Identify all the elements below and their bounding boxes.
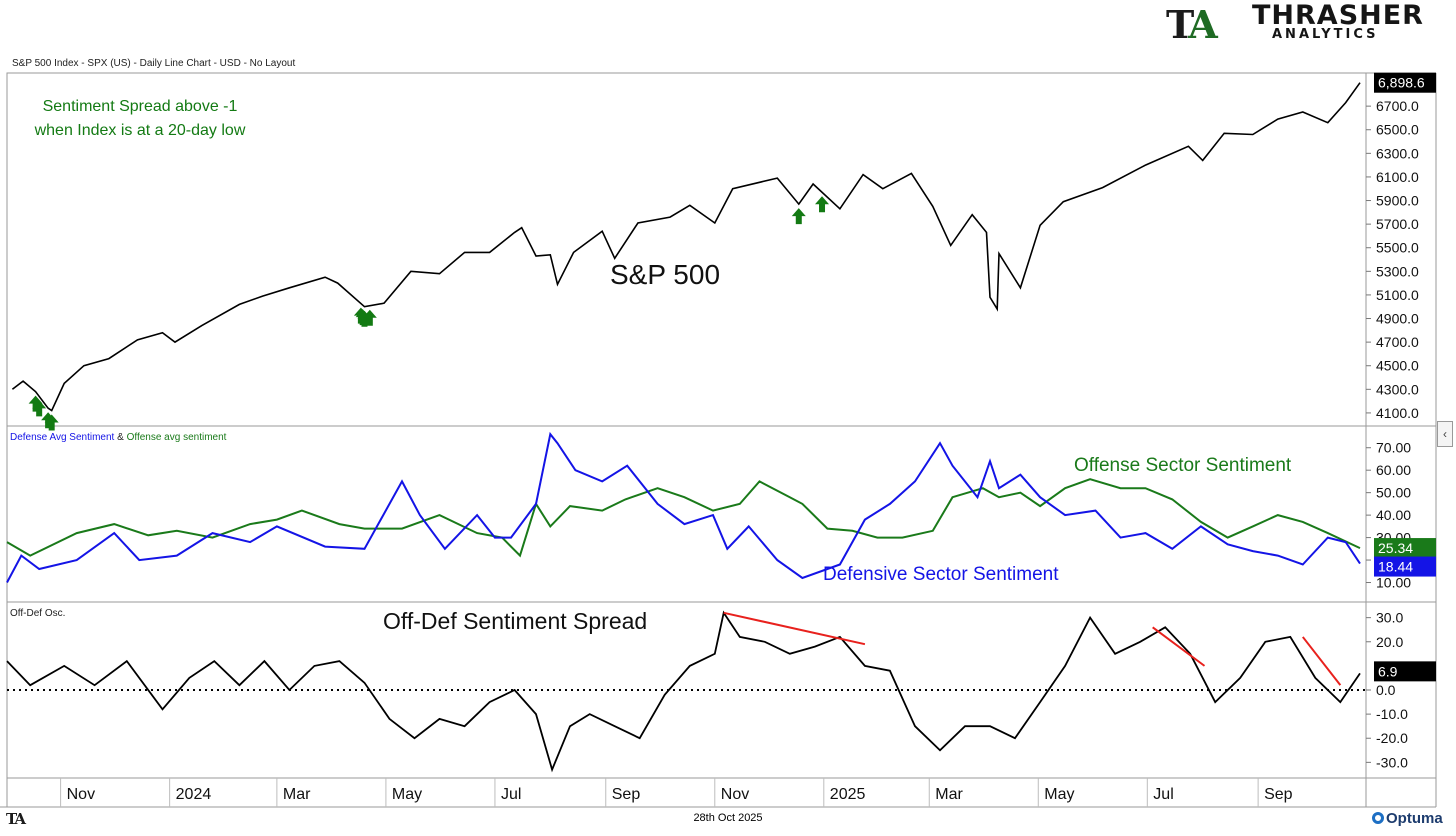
defensive-series-label: Defensive Sector Sentiment bbox=[823, 564, 1059, 585]
defense-caption: Defense Avg Sentiment bbox=[10, 432, 115, 443]
price-panel-caption: S&P 500 Index - SPX (US) - Daily Line Ch… bbox=[12, 58, 296, 69]
price-y-tick-label: 4100.0 bbox=[1376, 405, 1419, 421]
spread-y-tick-label: 30.0 bbox=[1376, 610, 1403, 626]
signal-arrow-icon bbox=[28, 395, 43, 412]
x-tick-label: Jul bbox=[501, 786, 521, 803]
spread-last-value-bg bbox=[1374, 661, 1436, 682]
price-y-tick-label: 5500.0 bbox=[1376, 240, 1419, 256]
price-y-tick-label: 6500.0 bbox=[1376, 122, 1419, 138]
divergence-trendline bbox=[723, 611, 866, 646]
spread-panel-caption: Off-Def Osc. bbox=[10, 608, 66, 619]
spread-last-value: 6.9 bbox=[1378, 663, 1398, 679]
spread-line bbox=[6, 610, 1361, 773]
price-last-value-bg bbox=[1374, 72, 1436, 93]
defense-last-value: 18.44 bbox=[1378, 559, 1413, 575]
spread-annotation: Off-Def Sentiment Spread bbox=[383, 608, 647, 634]
price-y-tick-label: 4300.0 bbox=[1376, 381, 1419, 397]
price-y-tick-label: 4500.0 bbox=[1376, 358, 1419, 374]
optuma-label: Optuma bbox=[1386, 810, 1443, 827]
offense-series-label: Offense Sector Sentiment bbox=[1074, 455, 1292, 476]
x-tick-label: Sep bbox=[612, 786, 641, 803]
spread-y-tick-label: 0.0 bbox=[1376, 682, 1396, 698]
x-tick-label: 2024 bbox=[176, 786, 212, 803]
sp500-annotation: S&P 500 bbox=[610, 259, 720, 290]
thrasher-logo: TA TA THRASHER ANALYTICS bbox=[1160, 0, 1423, 48]
signal-arrow-icon bbox=[32, 400, 47, 417]
divergence-trendline bbox=[1152, 626, 1206, 667]
offense-sentiment-line bbox=[6, 478, 1361, 558]
sentiment-y-tick-label: 10.00 bbox=[1376, 575, 1411, 591]
x-tick-label: Mar bbox=[935, 786, 963, 803]
x-tick-label: May bbox=[392, 786, 422, 803]
sp500-line bbox=[11, 82, 1361, 412]
sentiment-y-tick-label: 60.00 bbox=[1376, 462, 1411, 478]
divergence-trendline bbox=[1302, 636, 1342, 686]
price-y-tick-label: 6300.0 bbox=[1376, 145, 1419, 161]
logo-sub: ANALYTICS bbox=[1272, 27, 1379, 42]
defense-last-value-bg bbox=[1374, 556, 1436, 577]
price-y-tick-label: 4900.0 bbox=[1376, 311, 1419, 327]
signal-arrow-icon bbox=[815, 196, 830, 213]
x-tick-label: May bbox=[1044, 786, 1074, 803]
price-y-tick-label: 5100.0 bbox=[1376, 287, 1419, 303]
offense-caption: Offense avg sentiment bbox=[126, 432, 227, 443]
signal-arrow-icon bbox=[791, 208, 806, 225]
caption-joiner: & bbox=[114, 432, 127, 443]
price-last-value: 6,898.6 bbox=[1378, 75, 1425, 91]
x-tick-label: 2025 bbox=[830, 786, 866, 803]
signal-arrow-icon bbox=[44, 414, 59, 431]
x-tick-label: Nov bbox=[721, 786, 749, 803]
signal-arrow-icon bbox=[362, 309, 377, 326]
signal-note-line: when Index is at a 20-day low bbox=[34, 122, 246, 139]
sentiment-y-tick-label: 70.00 bbox=[1376, 440, 1411, 456]
logo-name: THRASHER bbox=[1252, 0, 1424, 31]
x-tick-label: Mar bbox=[283, 786, 311, 803]
spread-y-tick-label: -10.0 bbox=[1376, 706, 1408, 722]
price-y-tick-label: 5900.0 bbox=[1376, 193, 1419, 209]
price-y-tick-label: 5300.0 bbox=[1376, 263, 1419, 279]
footer-date: 28th Oct 2025 bbox=[693, 812, 763, 824]
price-y-tick-label: 5700.0 bbox=[1376, 216, 1419, 232]
price-y-tick-label: 6700.0 bbox=[1376, 98, 1419, 114]
defensive-sentiment-line bbox=[6, 431, 1361, 583]
signal-note-line: Sentiment Spread above -1 bbox=[43, 98, 238, 115]
price-y-tick-label: 4700.0 bbox=[1376, 334, 1419, 350]
offense-last-value: 25.34 bbox=[1378, 540, 1413, 556]
footer-ta-logo: TA bbox=[6, 810, 26, 828]
sentiment-y-tick-label: 50.00 bbox=[1376, 485, 1411, 501]
spread-y-tick-label: 20.0 bbox=[1376, 634, 1403, 650]
price-y-tick-label: 6100.0 bbox=[1376, 169, 1419, 185]
spread-y-tick-label: -30.0 bbox=[1376, 754, 1408, 770]
offense-last-value-bg bbox=[1374, 538, 1436, 559]
x-tick-label: Jul bbox=[1153, 786, 1173, 803]
optuma-icon bbox=[1372, 812, 1384, 824]
optuma-logo: Optuma bbox=[1372, 810, 1443, 827]
logo-mark: TA bbox=[1166, 2, 1218, 47]
sentiment-y-tick-label: 40.00 bbox=[1376, 507, 1411, 523]
panel-collapse-button[interactable]: ‹ bbox=[1437, 421, 1453, 447]
sentiment-panel-caption: Defense Avg Sentiment & Offense avg sent… bbox=[10, 432, 226, 443]
x-tick-label: Sep bbox=[1264, 786, 1293, 803]
spread-y-tick-label: -20.0 bbox=[1376, 730, 1408, 746]
x-tick-label: Nov bbox=[67, 786, 95, 803]
